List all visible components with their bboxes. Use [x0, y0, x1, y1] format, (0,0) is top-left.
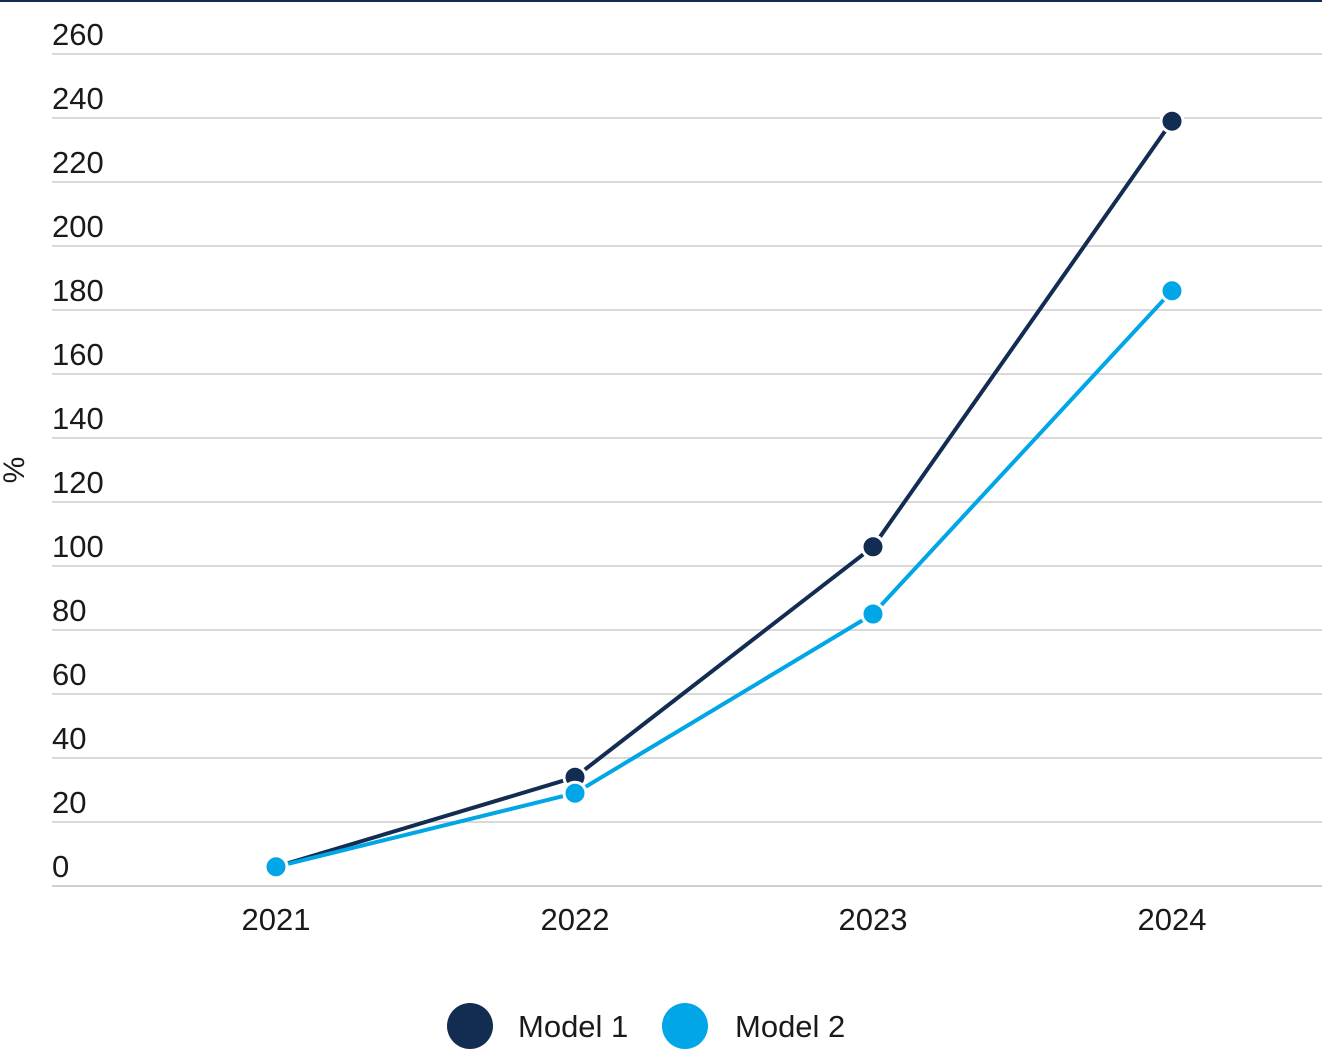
y-tick-label: 240 [52, 81, 104, 116]
y-axis-label: % [0, 457, 31, 484]
legend-label: Model 2 [735, 1009, 845, 1044]
data-point-series-1 [860, 534, 886, 560]
y-tick-label: 180 [52, 273, 104, 308]
top-accent-bar [0, 0, 1322, 2]
y-axis-ticks: 0 20 40 60 80 100 120 140 160 180 200 220 240 260 [52, 17, 104, 884]
series-line-2 [274, 288, 1174, 869]
data-point-series-2 [562, 780, 588, 806]
legend-label: Model 1 [518, 1009, 628, 1044]
y-tick-label: 40 [52, 721, 86, 756]
x-tick-label: 2022 [541, 902, 610, 937]
legend: Model 1 Model 2 [447, 1003, 845, 1049]
y-tick-label: 20 [52, 785, 86, 820]
y-tick-label: 80 [52, 593, 86, 628]
y-tick-label: 220 [52, 145, 104, 180]
y-tick-label: 60 [52, 657, 86, 692]
x-tick-label: 2021 [242, 902, 311, 937]
y-tick-label: 140 [52, 401, 104, 436]
y-tick-label: 0 [52, 849, 69, 884]
legend-swatch [447, 1003, 493, 1049]
data-point-series-2 [860, 601, 886, 627]
y-tick-label: 200 [52, 209, 104, 244]
x-tick-label: 2024 [1138, 902, 1207, 937]
series-line-1 [274, 119, 1174, 869]
series-group [263, 108, 1185, 880]
data-point-series-2 [263, 854, 289, 880]
data-point-series-2 [1159, 278, 1185, 304]
data-point-series-1 [1159, 108, 1185, 134]
x-tick-label: 2023 [839, 902, 908, 937]
gridlines [52, 53, 1322, 887]
y-tick-label: 120 [52, 465, 104, 500]
legend-swatch [662, 1003, 708, 1049]
y-tick-label: 160 [52, 337, 104, 372]
y-tick-label: 260 [52, 17, 104, 52]
x-axis-ticks: 2021 2022 2023 2024 [242, 902, 1207, 937]
y-tick-label: 100 [52, 529, 104, 564]
